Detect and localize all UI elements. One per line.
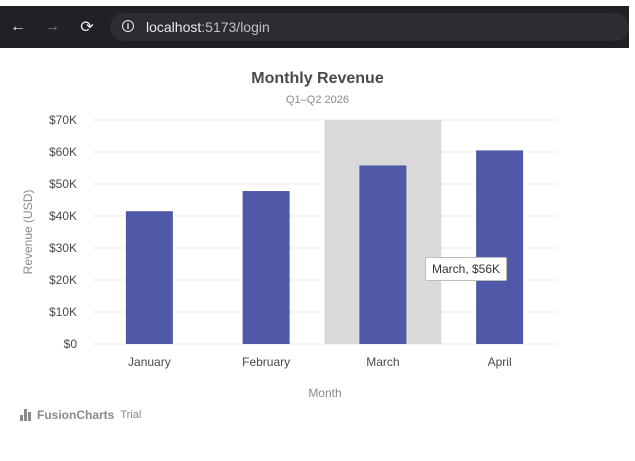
forward-button[interactable]: → [40,15,64,39]
fusioncharts-logo-icon [20,409,31,421]
y-tick-label: $70K [49,113,77,127]
watermark-suffix: Trial [120,409,142,421]
back-button[interactable]: ← [6,15,30,39]
chart-container: Monthly Revenue Q1–Q2 2026 $0 $10K $20K $30… [0,48,635,461]
x-tick-label: January [128,355,171,369]
x-tick-label: March [366,355,399,369]
bar-april[interactable] [476,150,524,344]
bar-january[interactable] [125,211,173,344]
arrow-right-icon: → [44,18,60,35]
info-icon[interactable]: i [122,20,134,32]
url-path: :5173/login [201,19,270,35]
arrow-left-icon: ← [10,18,26,35]
x-tick-label: April [488,355,512,369]
bar-february[interactable] [242,191,290,344]
x-axis-label: Month [308,386,341,400]
y-tick-label: $20K [49,273,77,287]
y-tick-label: $0 [64,337,78,351]
watermark-brand: FusionCharts [37,408,115,422]
y-tick-label: $30K [49,241,77,255]
x-tick-label: February [242,355,290,369]
url-host: localhost [146,19,202,35]
bar-chart: $0 $10K $20K $30K $40K $50K $60K $70K January Fe… [21,113,558,400]
bar-march[interactable] [359,165,407,344]
y-tick-label: $40K [49,209,77,223]
y-axis-label: Revenue (USD) [21,190,35,275]
url-text[interactable]: localhost:5173/login [146,19,270,35]
reload-icon: ⟳ [80,19,94,36]
y-tick-label: $10K [49,305,77,319]
chart-subtitle: Q1–Q2 2026 [286,94,349,106]
address-bar[interactable]: i localhost:5173/login [110,13,629,41]
fusioncharts-watermark[interactable]: FusionCharts Trial [20,408,141,422]
chart-tooltip: March, $56K [425,257,508,281]
y-tick-label: $50K [49,177,77,191]
chart-title: Monthly Revenue [251,70,384,87]
reload-button[interactable]: ⟳ [75,15,99,39]
browser-toolbar: ← → ⟳ i localhost:5173/login [0,6,629,48]
y-tick-label: $60K [49,145,77,159]
